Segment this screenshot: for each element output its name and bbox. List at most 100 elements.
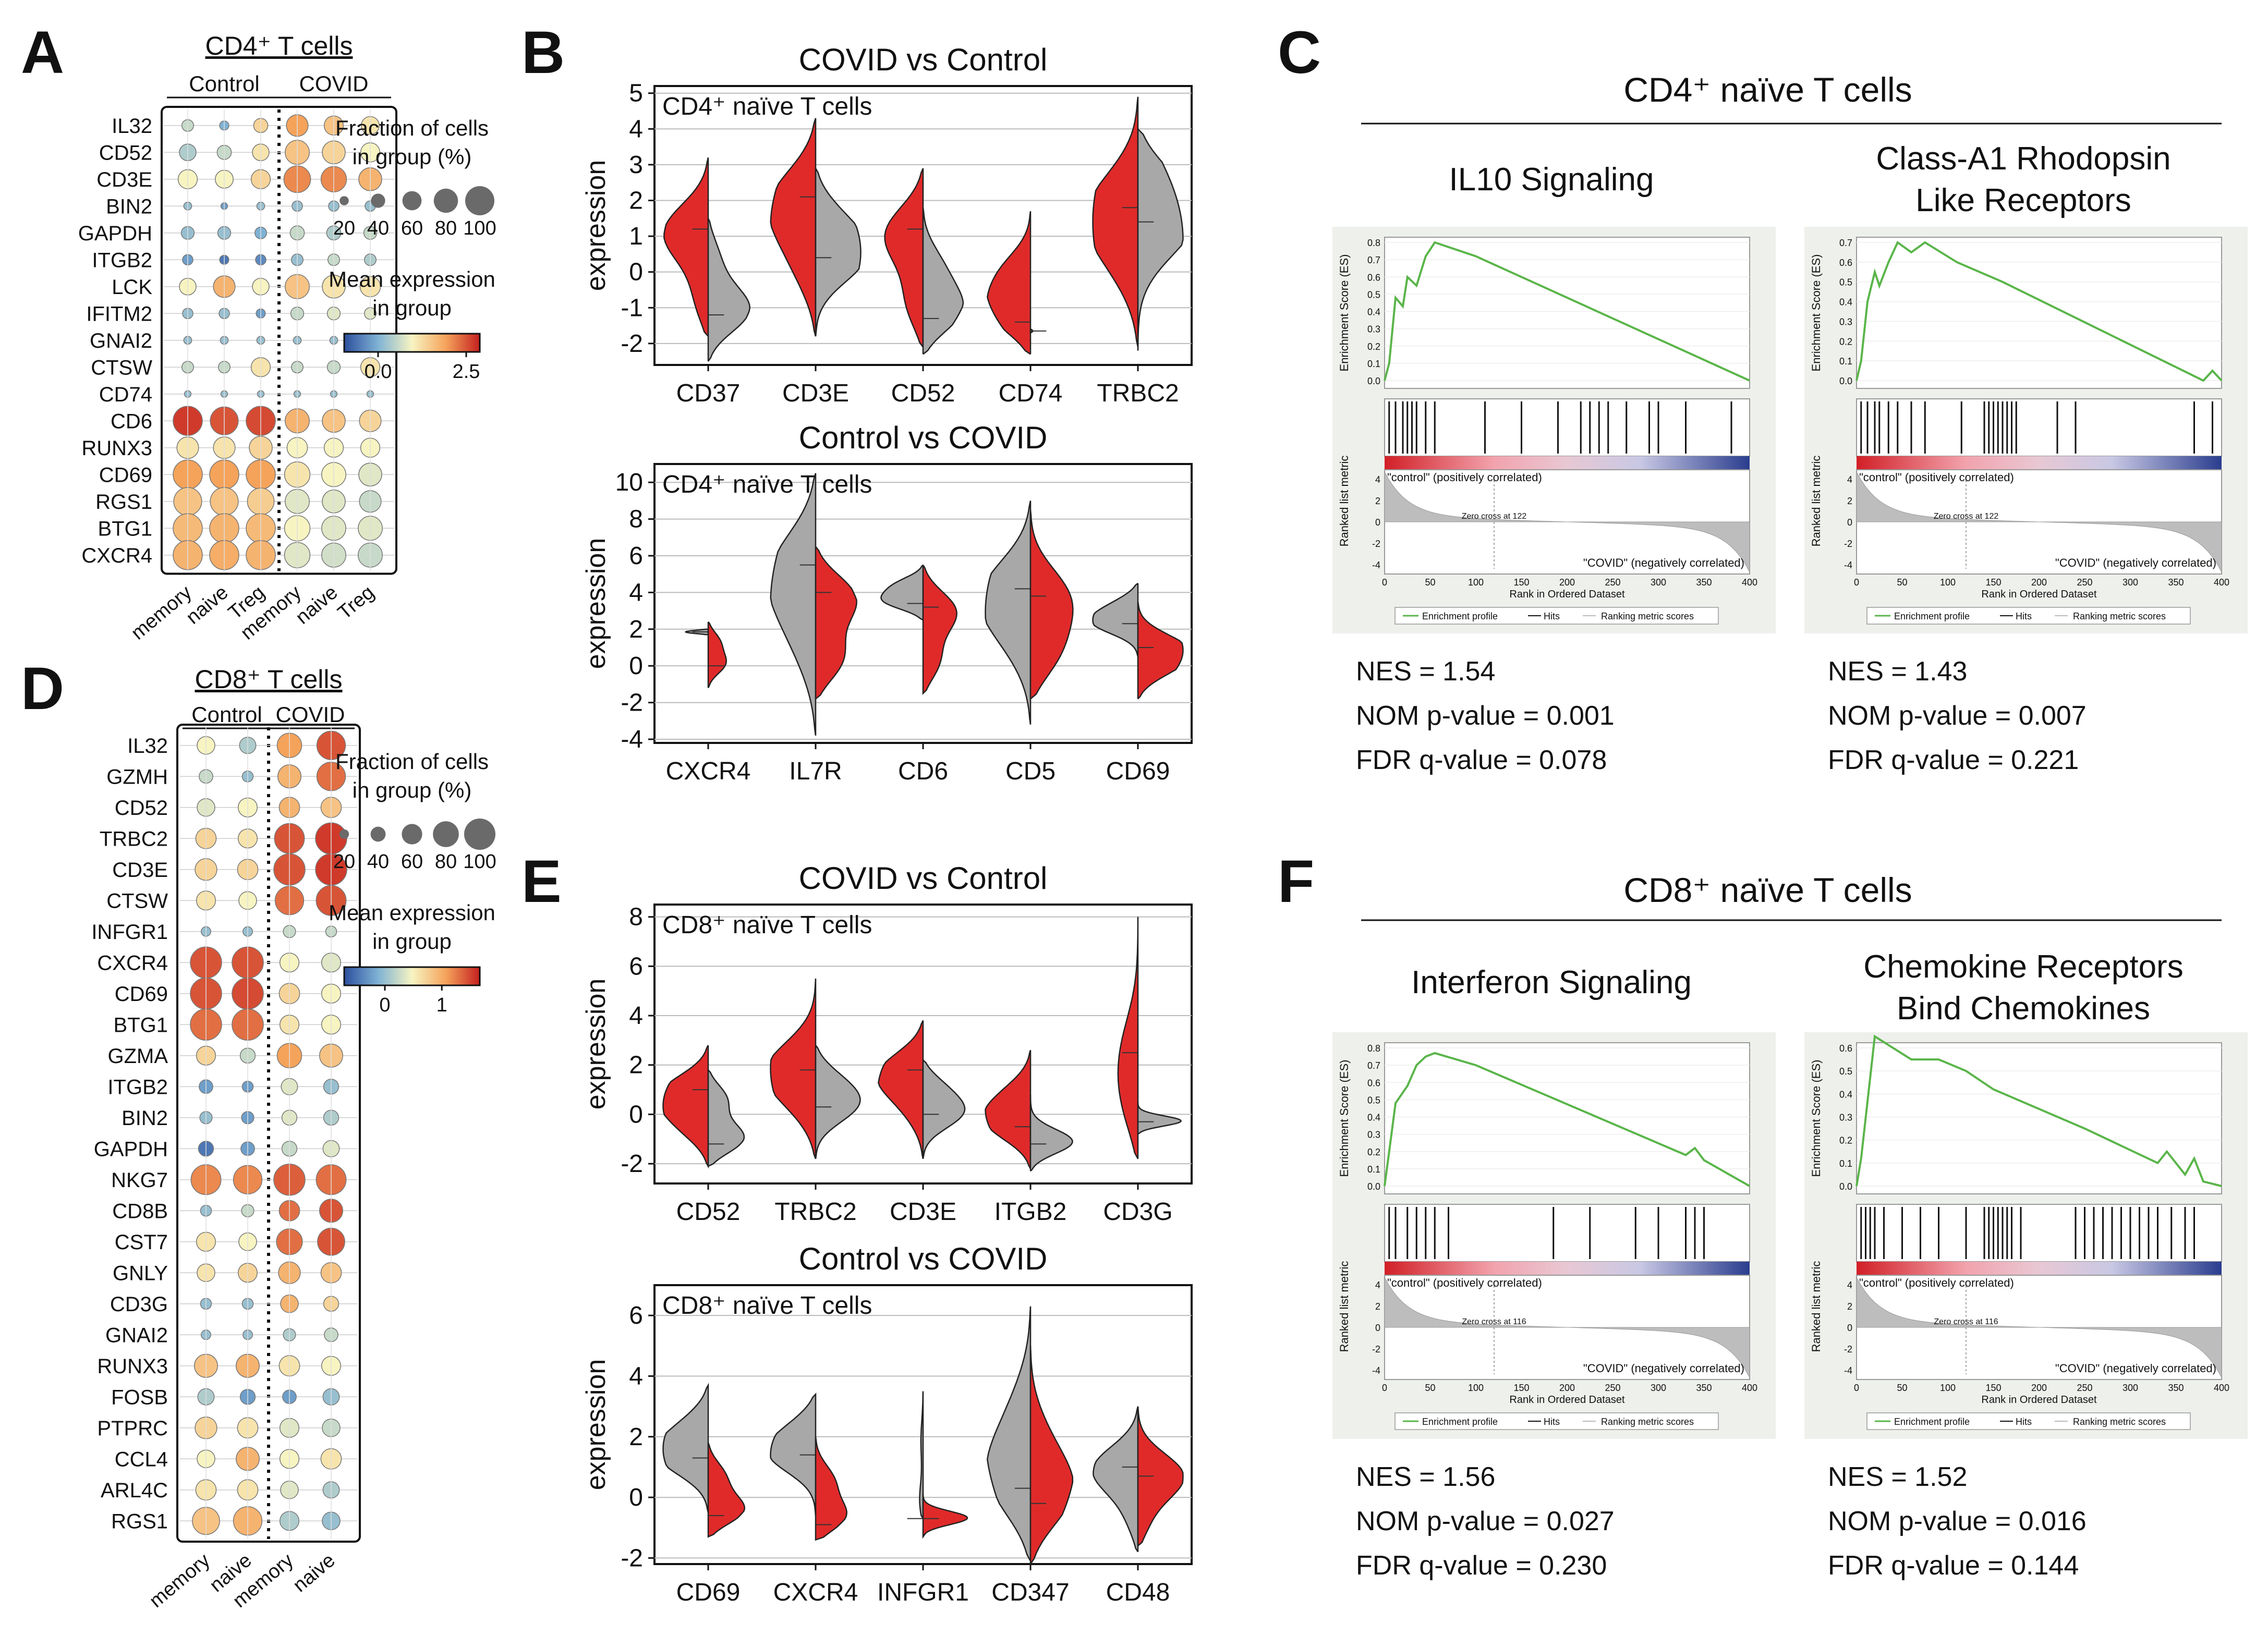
panel-letter-D: D [21, 655, 64, 722]
violin-xtick-label: TRBC2 [774, 1198, 856, 1226]
gsea-title-C2: Like Receptors [1915, 182, 2131, 218]
gsea-zero-cross-label: Zero cross at 116 [1462, 1317, 1526, 1326]
gsea-legend-label: Hits [1544, 1417, 1560, 1427]
violin-xtick-label: CD74 [999, 380, 1063, 407]
gsea-zero-cross-label: Zero cross at 116 [1934, 1317, 1998, 1326]
panelA-gene-label: CD3E [96, 168, 152, 191]
panelD-gene-label: IL32 [127, 735, 168, 758]
panelA-gene-label: CD69 [99, 463, 152, 486]
panelA-colorbar-tick-label: 0.0 [365, 361, 392, 383]
panelD-size-legend-dot [402, 824, 422, 845]
panelD-gene-label: ARL4C [101, 1479, 168, 1502]
panelD-colorbar [343, 966, 481, 986]
gsea-ranked-tick: 2 [1847, 496, 1852, 506]
gsea-ranked-tick: 2 [1375, 496, 1380, 506]
panelA-size-legend-tick: 40 [367, 217, 389, 239]
violin-half-covid [815, 1436, 847, 1541]
panelA-size-legend-tick: 60 [401, 217, 423, 239]
gsea-legend-label: Ranking metric scores [2073, 611, 2166, 621]
gsea-title-F1: Interferon Signaling [1411, 965, 1692, 1000]
gsea-ranked-ylabel: Ranked list metric [1810, 1261, 1823, 1352]
panelD-gene-label: CCL4 [115, 1448, 168, 1471]
violin-ytick-label: 4 [629, 1362, 643, 1390]
gsea-ranked-area [1384, 1276, 1750, 1378]
panelD-color-legend-title: in group [372, 929, 452, 954]
gsea-es-curve [1855, 1034, 2222, 1187]
panelD-gene-label: CD3G [110, 1293, 168, 1316]
gsea-x-tick: 100 [1468, 1383, 1484, 1393]
gsea-es-box [1856, 1042, 2222, 1194]
gsea-es-ylabel: Enrichment Score (ES) [1338, 254, 1351, 372]
gsea-es-tick: 0.5 [1367, 1095, 1380, 1105]
violin-annotation-B2: CD4⁺ naïve T cells [662, 471, 872, 498]
gsea-x-tick: 50 [1425, 1383, 1435, 1393]
gsea-zero-cross-label: Zero cross at 122 [1462, 512, 1527, 521]
gsea-x-tick: 0 [1382, 1383, 1387, 1393]
violin-ytick-label: 0 [629, 1484, 643, 1511]
panelD-gene-label: CST7 [115, 1231, 168, 1254]
violin-half-control [662, 1383, 709, 1513]
violin-half-covid [1137, 1406, 1184, 1547]
panelD-colorbar-tick-label: 0 [379, 994, 390, 1016]
panelA-column-label: naive [292, 581, 342, 629]
panelA-gene-label: RGS1 [95, 491, 152, 514]
panelD-gene-label: ITGB2 [107, 1076, 168, 1098]
violin-xtick-label: CXCR4 [773, 1579, 858, 1606]
panelD-size-legend-tick: 40 [367, 851, 389, 873]
gsea-es-tick: 0.6 [1367, 272, 1380, 283]
gsea-x-tick: 100 [1940, 577, 1956, 588]
violin-ytick-label: -2 [621, 1150, 643, 1178]
gsea-x-tick: 50 [1897, 1383, 1907, 1393]
gsea-es-tick: 0.7 [1839, 238, 1852, 248]
violin-ytick-label: 8 [629, 506, 643, 533]
gsea-fdr-qvalue: FDR q-value = 0.221 [1828, 745, 2079, 775]
panelA-size-legend-dot [433, 188, 458, 213]
gsea-control-label: "control" (positively correlated) [1387, 1276, 1542, 1289]
panelA-gene-label: CD6 [111, 410, 152, 433]
gsea-x-tick: 200 [1559, 577, 1575, 588]
panelA-gene-label: IFITM2 [86, 302, 152, 325]
panelA-title: CD4⁺ T cells [205, 31, 353, 60]
gsea-legend-label: Ranking metric scores [2073, 1417, 2166, 1427]
gsea-ranked-ylabel: Ranked list metric [1338, 456, 1351, 547]
violin-ytick-label: -4 [621, 726, 643, 753]
violin-ytick-label: 4 [629, 115, 643, 143]
violin-annotation-E2: CD8⁺ naïve T cells [662, 1292, 872, 1320]
gsea-ranked-tick: -4 [1844, 1365, 1852, 1376]
panelA-size-legend-tick: 80 [435, 217, 457, 239]
gsea-legend-label: Ranking metric scores [1601, 1417, 1694, 1427]
panelD-gene-label: CTSW [106, 889, 168, 912]
violin-xtick-label: CD3E [782, 380, 849, 407]
panelD-gene-label: GNLY [113, 1262, 168, 1285]
violin-half-covid [878, 1020, 924, 1159]
gsea-es-tick: 0.4 [1367, 307, 1380, 318]
violin-half-control [1137, 1102, 1182, 1135]
violin-ytick-label: 0 [629, 652, 643, 680]
gsea-x-tick: 350 [2168, 577, 2184, 588]
gsea-x-tick: 0 [1382, 577, 1387, 588]
gsea-legend-label: Hits [1544, 611, 1560, 621]
gsea-xlabel: Rank in Ordered Dataset [1981, 1394, 2097, 1406]
panelA-size-legend-dot [402, 191, 422, 211]
violin-half-covid [1029, 509, 1074, 700]
gsea-legend-box [1866, 1412, 2191, 1430]
gsea-ranked-tick: 0 [1847, 517, 1852, 528]
gsea-x-tick: 150 [1985, 577, 2001, 588]
gsea-es-tick: 0.6 [1367, 1078, 1380, 1088]
gsea-es-tick: 0.3 [1367, 1130, 1380, 1140]
violin-half-covid [1117, 917, 1139, 1159]
violin-half-covid [884, 168, 924, 348]
gsea-title-C1: IL10 Signaling [1449, 162, 1654, 198]
gsea-ranked-tick: -2 [1844, 1344, 1852, 1354]
gsea-es-tick: 0.2 [1839, 336, 1852, 347]
panelA-colorbar-tick-label: 2.5 [453, 361, 480, 383]
gsea-xlabel: Rank in Ordered Dataset [1509, 589, 1625, 600]
violin-xtick-label: CD3G [1103, 1198, 1172, 1226]
gsea-es-tick: 0.1 [1839, 1158, 1852, 1169]
panelA-group-label-covid: COVID [299, 71, 368, 96]
gsea-es-tick: 0.2 [1367, 341, 1380, 352]
gsea-zero-cross-label: Zero cross at 122 [1934, 512, 1999, 521]
violin-ytick-label: 0 [629, 259, 643, 286]
panel-letter-A: A [21, 19, 64, 86]
gsea-ranked-tick: 0 [1375, 517, 1380, 528]
